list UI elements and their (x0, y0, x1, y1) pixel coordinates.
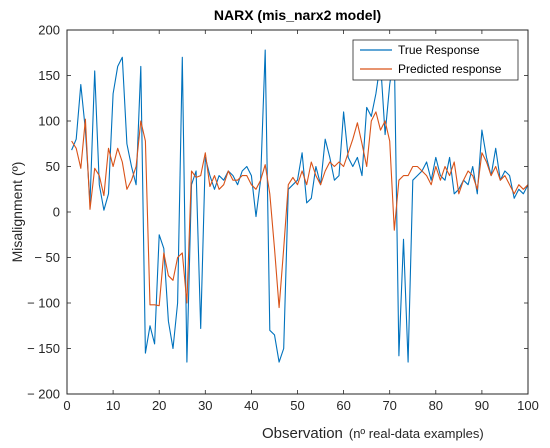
x-tick-label: 90 (475, 398, 489, 413)
y-tick-label: − 150 (27, 341, 60, 356)
y-tick-label: 100 (38, 114, 60, 129)
y-tick-label: − 200 (27, 387, 60, 402)
y-tick-label: − 100 (27, 296, 60, 311)
x-tick-label: 70 (382, 398, 396, 413)
series-layer (71, 49, 529, 363)
y-tick-label: − 50 (34, 250, 60, 265)
x-tick-label: 80 (429, 398, 443, 413)
y-tick-label: 150 (38, 68, 60, 83)
ticks: 0 10 20 30 40 50 60 70 80 90 100 200 150 100 50 0 − 50 − … (27, 23, 539, 414)
x-tick-label: 40 (244, 398, 258, 413)
y-tick-label: 200 (38, 23, 60, 38)
x-tick-label: 50 (290, 398, 304, 413)
x-tick-label: 30 (198, 398, 212, 413)
y-axis-label: Misalignment (º) (9, 162, 25, 263)
series-line-predicted-response (71, 111, 529, 309)
legend[interactable]: True Response Predicted response (352, 39, 519, 81)
series-line-true-response (71, 49, 529, 363)
legend-label-predicted-response: Predicted response (398, 62, 502, 76)
legend-label-true-response: True Response (398, 43, 480, 57)
x-axis-label: Observation (nº real-data examples) (262, 425, 484, 442)
x-tick-label: 60 (336, 398, 350, 413)
x-axis-label-main: Observation (262, 425, 343, 442)
y-tick-label: 50 (46, 159, 60, 174)
x-tick-label: 20 (152, 398, 166, 413)
plot-area (67, 30, 528, 394)
y-tick-label: 0 (53, 205, 60, 220)
x-tick-label: 0 (63, 398, 70, 413)
x-tick-label: 10 (106, 398, 120, 413)
chart-title: NARX (mis_narx2 model) (214, 7, 381, 23)
x-tick-label: 100 (517, 398, 539, 413)
x-axis-label-note: (nº real-data examples) (349, 426, 484, 441)
